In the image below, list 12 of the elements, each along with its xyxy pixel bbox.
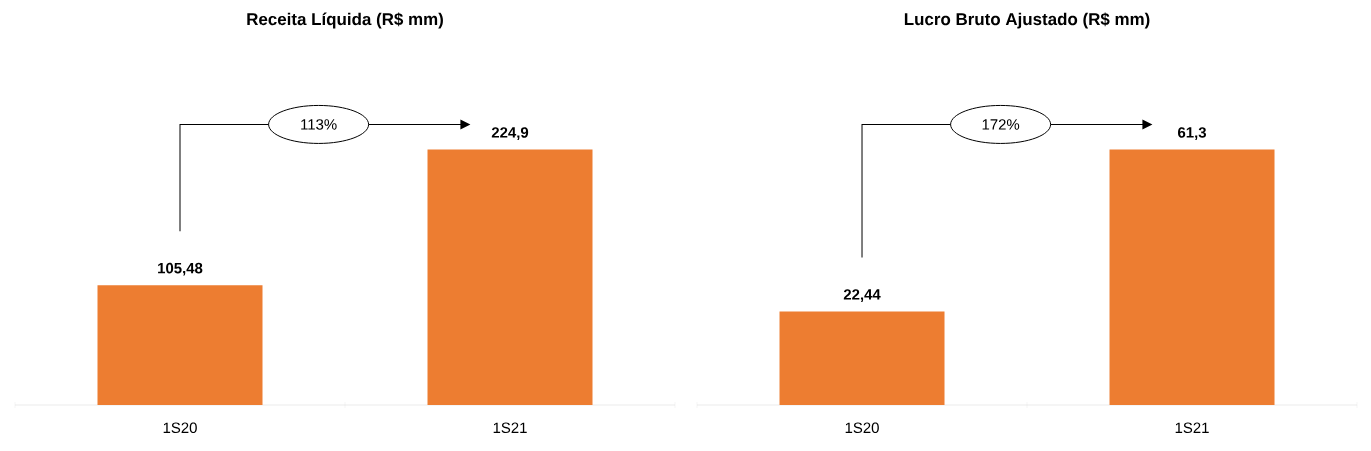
chart-title: Lucro Bruto Ajustado (R$ mm) (904, 12, 1150, 29)
text: 113% (301, 119, 337, 130)
x-tick-label: 1S21 (493, 422, 527, 434)
chart-title: Receita Líquida (R$ mm) (247, 12, 443, 29)
data-label: 224,9 (491, 127, 529, 140)
data-label: 105,48 (158, 262, 203, 276)
data-label: 61,3 (1178, 127, 1207, 140)
text: 172% (982, 119, 1020, 130)
x-tick-label: 1S20 (845, 422, 879, 434)
x-tick-label: 1S20 (163, 422, 197, 434)
x-tick-label: 1S21 (1175, 422, 1209, 434)
data-label: 22,44 (843, 289, 881, 302)
